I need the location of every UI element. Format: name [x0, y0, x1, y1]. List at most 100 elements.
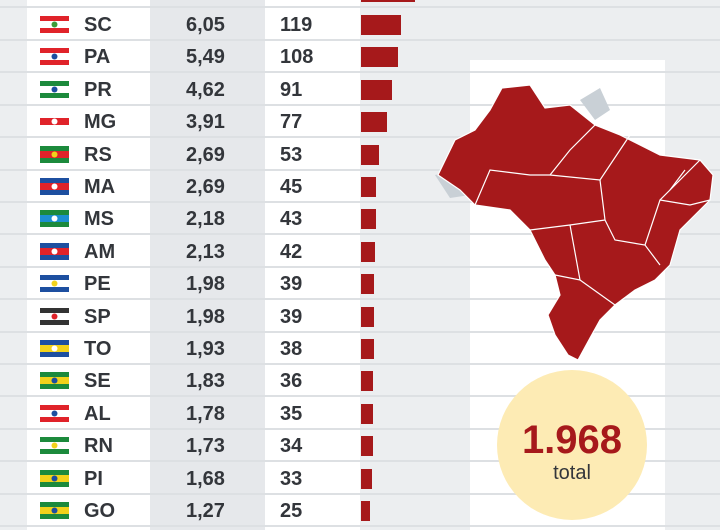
count-value: 42	[280, 240, 303, 263]
state-borders	[474, 124, 711, 306]
bar	[361, 47, 398, 68]
state-code: PE	[84, 273, 111, 296]
bar	[361, 177, 377, 197]
state-code: GO	[84, 500, 116, 522]
bar	[361, 339, 374, 359]
bar	[361, 241, 376, 262]
rate-column	[150, 0, 265, 530]
count-value: 33	[280, 467, 303, 490]
count-column	[265, 0, 360, 530]
count-value: 34	[280, 435, 303, 458]
count-value: 38	[280, 338, 303, 360]
rate-value: 1,83	[186, 370, 225, 393]
state-code: MG	[84, 111, 117, 134]
rate-value: 1,27	[186, 500, 225, 522]
state-flag-icon	[40, 210, 69, 228]
state-flag-icon	[40, 469, 69, 487]
table-row-partial	[0, 0, 720, 8]
table-row: MA 2,69 45	[0, 171, 720, 203]
rate-value: 2,69	[186, 176, 225, 198]
state-flag-icon	[40, 178, 69, 195]
rate-value: 1,68	[186, 467, 225, 490]
table-row: MS 2,18 43	[0, 203, 720, 236]
total-value: 1.968	[521, 418, 623, 462]
count-value: 35	[280, 402, 303, 425]
rate-value: 4,62	[186, 78, 225, 101]
bar	[361, 501, 370, 521]
state-flag-icon	[40, 80, 69, 98]
bar	[361, 209, 376, 230]
table-row: PA 5,49 108	[0, 41, 720, 74]
brazil-shape	[437, 84, 714, 361]
state-flag-icon	[40, 340, 69, 357]
count-value: 45	[280, 176, 303, 198]
state-flag-icon	[40, 242, 69, 260]
state-flag-icon	[40, 372, 69, 390]
state-flag-icon	[40, 502, 69, 519]
rate-value: 2,69	[186, 143, 225, 166]
table-row: MG 3,91 77	[0, 106, 720, 139]
table-row: SE 1,83 36	[0, 365, 720, 398]
state-flag-icon	[40, 404, 69, 422]
bar	[361, 468, 373, 489]
rate-value: 1,93	[186, 338, 225, 360]
bar	[361, 274, 375, 295]
count-value: 91	[280, 78, 303, 101]
table-row: PE 1,98 39	[0, 268, 720, 301]
neighbor-shape	[580, 88, 610, 120]
table-row: PI 1,68 33	[0, 463, 720, 495]
count-value: 108	[280, 46, 314, 69]
table-row: SC 6,05 119	[0, 9, 720, 41]
table-row: SP 1,98 39	[0, 301, 720, 333]
count-value: 39	[280, 305, 303, 328]
state-flag-icon	[40, 113, 69, 131]
state-code: AM	[84, 240, 116, 263]
state-code: PR	[84, 78, 112, 101]
bar	[361, 15, 402, 35]
table-row: RS 2,69 53	[0, 139, 720, 171]
bar	[361, 306, 375, 327]
bar	[361, 371, 374, 392]
count-value: 36	[280, 370, 303, 393]
state-code: PI	[84, 467, 103, 490]
count-value: 43	[280, 208, 303, 231]
bar	[361, 0, 416, 2]
state-code: RN	[84, 435, 113, 458]
state-flag-icon	[40, 145, 69, 163]
state-flag-icon	[40, 275, 69, 293]
table-row: PR 4,62 91	[0, 74, 720, 106]
bar	[361, 144, 380, 165]
table-row: TO 1,93 38	[0, 333, 720, 365]
bar	[361, 79, 392, 100]
bar	[361, 112, 388, 133]
rate-value: 1,78	[186, 402, 225, 425]
state-code: MS	[84, 208, 114, 231]
total-badge: 1.968 total	[497, 370, 647, 520]
rate-value: 2,18	[186, 208, 225, 231]
rate-value: 2,13	[186, 240, 225, 263]
rate-value: 1,98	[186, 305, 225, 328]
total-label: total	[553, 462, 591, 484]
table-row: AM 2,13 42	[0, 236, 720, 268]
state-code: SE	[84, 370, 111, 393]
table-row: RN 1,73 34	[0, 430, 720, 463]
state-code: MA	[84, 176, 116, 198]
state-flag-icon	[40, 437, 69, 455]
rate-value: 3,91	[186, 111, 225, 134]
rate-value: 1,73	[186, 435, 225, 458]
state-code: PA	[84, 46, 111, 69]
count-value: 53	[280, 143, 303, 166]
brazil-map	[435, 84, 714, 361]
count-value: 25	[280, 500, 303, 522]
state-flag-icon	[40, 16, 69, 33]
state-code: AL	[84, 402, 111, 425]
state-flag-icon	[40, 48, 69, 66]
bar	[361, 436, 373, 457]
state-code: TO	[84, 338, 112, 360]
state-code: SC	[84, 14, 112, 36]
rate-value: 5,49	[186, 46, 225, 69]
rate-value: 6,05	[186, 14, 225, 36]
bar	[361, 403, 373, 424]
count-value: 77	[280, 111, 303, 134]
table-row: AL 1,78 35	[0, 398, 720, 430]
